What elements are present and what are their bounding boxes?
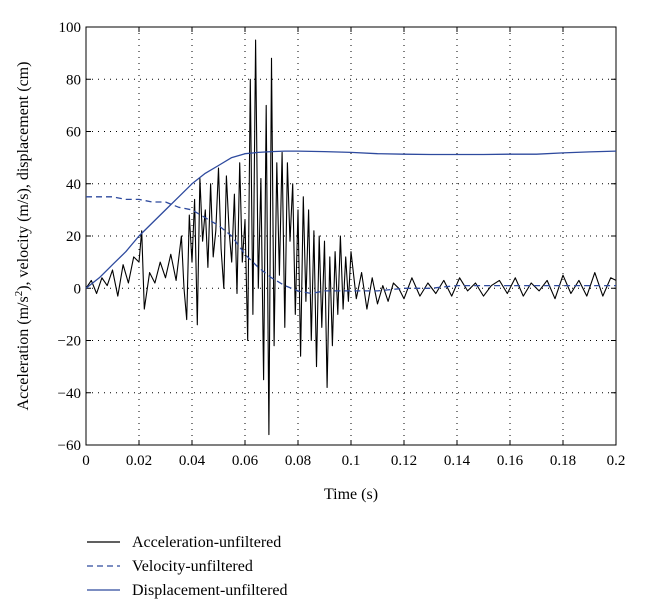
- y-tick-label: −20: [58, 334, 81, 350]
- y-tick-label: −60: [58, 438, 81, 454]
- x-tick-label: 0.18: [550, 453, 576, 469]
- series-layer: [85, 39, 617, 436]
- velocity-series-line: [86, 196, 616, 295]
- y-tick-label: 60: [66, 125, 81, 141]
- y-tick-label: 100: [59, 20, 82, 36]
- x-tick-label: 0.16: [497, 453, 524, 469]
- legend: Acceleration-unfiltered Velocity-unfilte…: [87, 534, 288, 599]
- acceleration-series-line: [85, 39, 617, 436]
- y-tick-label: 80: [66, 72, 81, 88]
- displacement-series-line: [85, 150, 617, 289]
- x-tick-labels: 0 0.02 0.04 0.06 0.08 0.1 0.12 0.14 0.16 0.18 0.2: [82, 453, 625, 469]
- ticks: [85, 26, 617, 446]
- x-tick-label: 0: [82, 453, 90, 469]
- legend-label-velocity: Velocity-unfiltered: [132, 558, 253, 575]
- x-tick-label: 0.02: [126, 453, 152, 469]
- x-tick-label: 0.12: [391, 453, 417, 469]
- y-tick-label: 0: [74, 281, 82, 297]
- y-tick-labels: −60 −40 −20 0 20 40 60 80 100: [58, 20, 81, 454]
- y-tick-label: −40: [58, 386, 81, 402]
- grid: [86, 27, 616, 445]
- y-axis-label: Acceleration (m/s2), velocity (m/s), dis…: [13, 62, 32, 411]
- x-tick-label: 0.08: [285, 453, 311, 469]
- legend-label-displacement: Displacement-unfiltered: [132, 582, 288, 599]
- x-tick-label: 0.04: [179, 453, 206, 469]
- x-tick-label: 0.14: [444, 453, 471, 469]
- x-tick-label: 0.2: [607, 453, 626, 469]
- y-axis-label-part-1: Acceleration (m/s: [15, 296, 32, 410]
- y-tick-label: 40: [66, 177, 81, 193]
- x-axis-label: Time (s): [324, 486, 378, 503]
- x-tick-label: 0.1: [342, 453, 361, 469]
- y-axis-label-part-2: ), velocity (m/s), displacement (cm): [15, 62, 32, 291]
- y-axis-label-superscript: 2: [13, 291, 25, 297]
- x-tick-label: 0.06: [232, 453, 259, 469]
- y-tick-label: 20: [66, 229, 81, 245]
- legend-label-acceleration: Acceleration-unfiltered: [132, 534, 281, 551]
